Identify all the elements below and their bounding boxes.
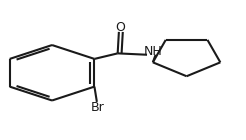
Text: O: O <box>115 21 125 34</box>
Text: NH: NH <box>144 45 163 58</box>
Text: Br: Br <box>91 101 105 114</box>
